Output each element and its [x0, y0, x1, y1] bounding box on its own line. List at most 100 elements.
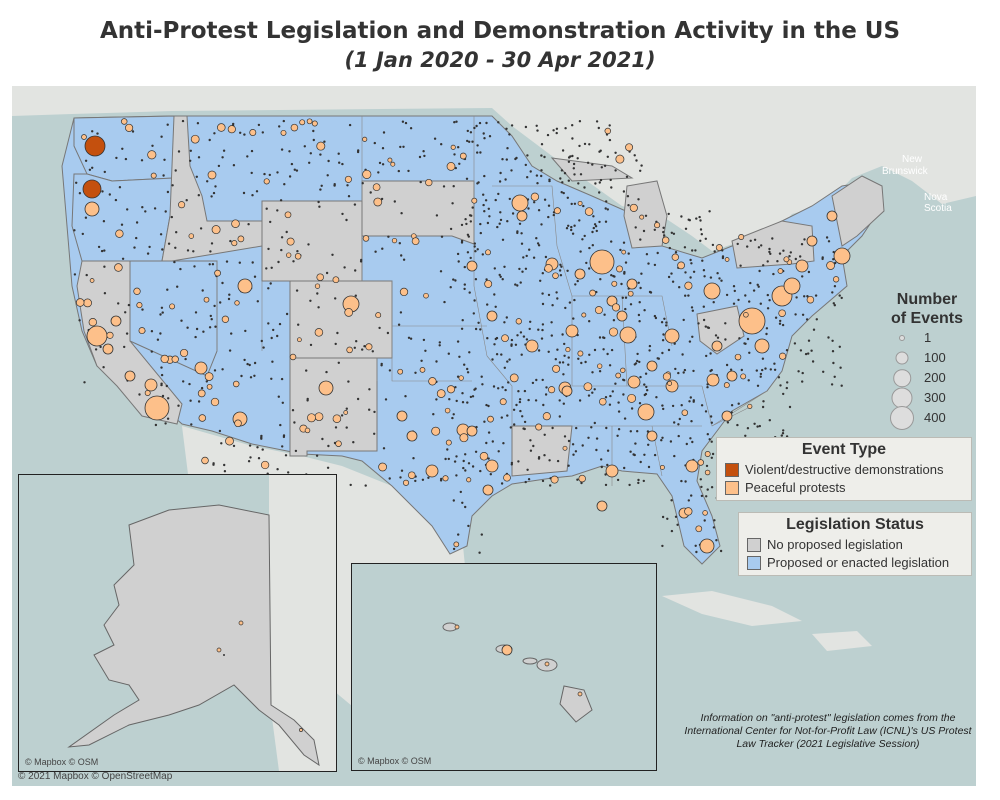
event-dot: [709, 352, 712, 355]
event-dot: [285, 312, 289, 316]
peaceful-event-bubble: [419, 367, 426, 373]
peaceful-event-bubble: [806, 295, 815, 304]
event-dot: [184, 357, 187, 361]
event-dot: [471, 465, 475, 468]
event-dot: [639, 460, 642, 464]
event-dot: [249, 376, 253, 379]
event-dot: [498, 222, 501, 225]
event-dot: [773, 368, 777, 371]
event-dot: [424, 349, 427, 352]
peaceful-event-bubble: [637, 403, 655, 421]
event-dot: [212, 462, 215, 465]
event-dot: [469, 131, 473, 134]
hawaii-inset[interactable]: © Mapbox © OSM: [351, 563, 657, 771]
event-dot: [308, 161, 311, 164]
event-dot: [574, 283, 577, 286]
peaceful-event-bubble: [397, 368, 404, 375]
peaceful-event-bubble: [290, 123, 299, 132]
event-dot: [272, 328, 275, 332]
event-dot: [663, 317, 666, 320]
event-dot: [173, 260, 176, 264]
event-dot: [724, 322, 727, 325]
event-dot: [518, 400, 522, 404]
event-dot: [709, 276, 713, 279]
event-dot: [312, 138, 315, 142]
event-dot: [515, 403, 518, 407]
peaceful-event-bubble: [738, 307, 766, 335]
event-dot: [488, 135, 492, 138]
peaceful-event-bubble: [194, 361, 208, 375]
alaska-event-anchorage: [216, 647, 222, 653]
peaceful-event-bubble: [684, 281, 693, 290]
peaceful-event-bubble: [479, 452, 489, 461]
event-dot: [192, 250, 195, 253]
event-dot: [195, 175, 198, 178]
event-dot: [638, 402, 642, 405]
event-dot: [604, 483, 608, 487]
peaceful-event-bubble: [263, 178, 270, 185]
event-dot: [757, 246, 761, 249]
peaceful-event-bubble: [535, 423, 543, 431]
event-dot: [622, 393, 625, 396]
event-dot: [196, 122, 200, 125]
peaceful-event-bubble: [779, 352, 787, 360]
peaceful-event-bubble: [180, 348, 189, 358]
map-credit: © 2021 Mapbox © OpenStreetMap: [18, 771, 173, 782]
event-dot: [94, 348, 98, 351]
peaceful-event-bubble: [584, 207, 594, 216]
state-nevada: [129, 260, 218, 377]
event-dot: [514, 283, 517, 286]
event-dot: [576, 478, 579, 481]
event-dot: [463, 363, 466, 366]
event-dot: [102, 220, 106, 223]
peaceful-event-bubble: [425, 178, 433, 187]
event-dot: [97, 245, 101, 249]
event-dot: [278, 322, 282, 326]
peaceful-event-bubble: [605, 464, 619, 478]
event-dot: [388, 369, 392, 372]
event-dot: [700, 485, 703, 489]
event-dot: [637, 481, 640, 485]
peaceful-event-bubble: [747, 403, 753, 409]
event-dot: [593, 348, 597, 352]
event-dot: [281, 445, 284, 448]
event-dot: [269, 282, 272, 285]
legend-item-peaceful[interactable]: Peaceful protests: [725, 480, 971, 495]
event-dot: [197, 400, 201, 403]
event-dot: [469, 220, 472, 223]
event-dot: [181, 119, 185, 123]
map-area[interactable]: New Brunswick Nova Scotia © Mapbox © OSM…: [12, 86, 976, 786]
legend-item-violent[interactable]: Violent/destructive demonstrations: [725, 462, 971, 477]
event-dot: [799, 255, 802, 258]
event-dot: [166, 417, 170, 420]
event-dot: [508, 133, 511, 136]
event-dot: [759, 302, 762, 305]
event-dot: [616, 478, 620, 482]
event-dot: [161, 311, 164, 314]
peaceful-event-bubble: [509, 373, 519, 383]
event-dot: [510, 338, 514, 342]
event-dot: [744, 294, 747, 297]
event-dot: [466, 251, 470, 254]
event-dot: [479, 222, 482, 226]
event-dot: [720, 279, 723, 282]
event-dot: [404, 395, 407, 398]
event-dot: [317, 306, 320, 309]
state-michigan-lp: [623, 180, 668, 249]
event-dot: [578, 144, 581, 148]
event-dot: [595, 437, 599, 440]
event-dot: [526, 154, 529, 157]
event-dot: [622, 241, 626, 244]
peaceful-event-bubble: [304, 427, 311, 434]
event-dot: [760, 244, 763, 247]
violent-swatch: [725, 462, 739, 477]
event-dot: [312, 129, 315, 133]
peaceful-event-bubble: [335, 440, 342, 447]
event-dot: [537, 244, 541, 247]
legend-item-legislation[interactable]: Proposed or enacted legislation: [747, 555, 971, 570]
event-dot: [280, 236, 284, 239]
alaska-inset[interactable]: © Mapbox © OSM: [18, 474, 337, 772]
legend-item-no-legislation[interactable]: No proposed legislation: [747, 537, 971, 552]
event-dot: [323, 140, 326, 143]
event-dot: [536, 182, 539, 185]
